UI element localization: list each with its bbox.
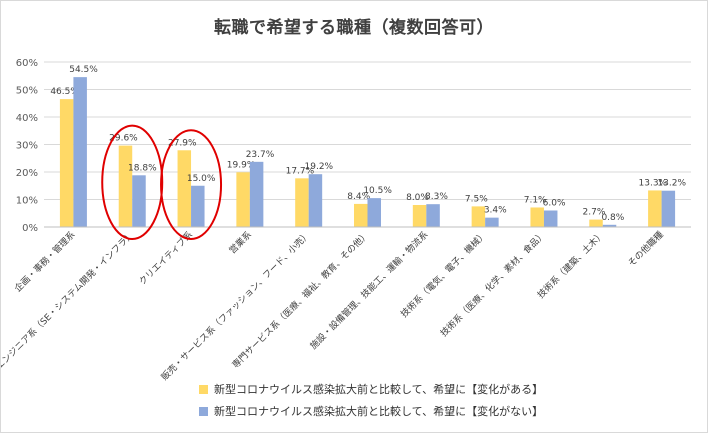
data-label: 23.7% (246, 150, 275, 160)
bar (354, 203, 368, 227)
chart-title: 転職で希望する職種（複数回答可） (214, 18, 494, 38)
legend-item-unchanged: 新型コロナウイルス感染拡大前と比較して、希望に【変化がない】 (199, 400, 543, 422)
data-label: 18.8% (128, 163, 157, 173)
bar (236, 172, 250, 227)
bar (543, 210, 558, 227)
y-tick-label: 0% (22, 223, 38, 234)
bar (118, 145, 133, 227)
bar (59, 99, 74, 227)
legend: 新型コロナウイルス感染拡大前と比較して、希望に【変化がある】 新型コロナウイルス… (199, 378, 543, 422)
data-label: 17.7% (286, 166, 315, 176)
bar (308, 174, 323, 227)
category-label: 技術系（医療、化学、素材、食品） (438, 229, 548, 339)
y-tick-label: 60% (16, 58, 38, 69)
bar (426, 204, 440, 227)
data-label: 0.8% (601, 213, 624, 223)
bar (249, 161, 264, 227)
bar (602, 224, 617, 227)
bar (295, 178, 309, 227)
legend-swatch-unchanged (199, 406, 208, 416)
bar (367, 198, 381, 227)
data-label: 2.7% (583, 208, 606, 218)
y-tick-label: 30% (16, 141, 38, 152)
bar (485, 217, 499, 227)
data-label: 19.2% (305, 162, 334, 172)
legend-label-unchanged: 新型コロナウイルス感染拡大前と比較して、希望に【変化がない】 (214, 405, 544, 418)
data-label: 7.1% (524, 195, 547, 205)
bar (177, 150, 192, 227)
data-label: 15.0% (187, 174, 216, 184)
y-tick-label: 10% (16, 196, 38, 207)
bar (648, 190, 662, 227)
category-label: ITエンジニア系（SE・システム開発・インフラ） (1, 229, 136, 378)
category-label: 施設・設備管理、技能工、運輸・物流系 (307, 229, 430, 352)
data-label: 13.2% (657, 179, 686, 189)
y-tick-label: 20% (16, 168, 38, 179)
data-label: 8.3% (425, 192, 448, 202)
data-label: 8.4% (347, 192, 370, 202)
y-tick-label: 40% (16, 113, 38, 124)
data-label: 29.6% (109, 134, 138, 144)
data-label: 54.5% (69, 65, 98, 75)
bar (530, 207, 544, 227)
data-label: 13.3% (639, 178, 668, 188)
data-label: 19.9% (227, 160, 256, 170)
bar (191, 185, 205, 227)
bar (73, 77, 87, 227)
data-label: 8.0% (406, 193, 429, 203)
legend-label-changed: 新型コロナウイルス感染拡大前と比較して、希望に【変化がある】 (214, 383, 544, 396)
data-label: 46.5% (50, 87, 79, 97)
bar (471, 206, 486, 227)
highlight-circle (101, 124, 164, 241)
data-label: 10.5% (363, 186, 392, 196)
category-label: 専門サービス系（医療、福祉、教育、その他） (229, 229, 371, 371)
data-label: 3.4% (484, 206, 507, 216)
data-label: 6.0% (543, 199, 566, 209)
category-label: その他職種 (625, 229, 665, 269)
bar (412, 205, 427, 227)
category-label: 企画・事務・管理系 (12, 229, 78, 295)
bar (589, 219, 603, 227)
legend-swatch-changed (199, 384, 208, 394)
data-label: 27.9% (168, 138, 197, 148)
highlight-circle (160, 129, 223, 240)
category-label: 営業系 (226, 229, 254, 257)
bar (661, 190, 676, 227)
legend-item-changed: 新型コロナウイルス感染拡大前と比較して、希望に【変化がある】 (199, 378, 543, 400)
data-label: 7.5% (465, 194, 488, 204)
y-tick-label: 50% (16, 86, 38, 97)
bar (132, 175, 146, 227)
